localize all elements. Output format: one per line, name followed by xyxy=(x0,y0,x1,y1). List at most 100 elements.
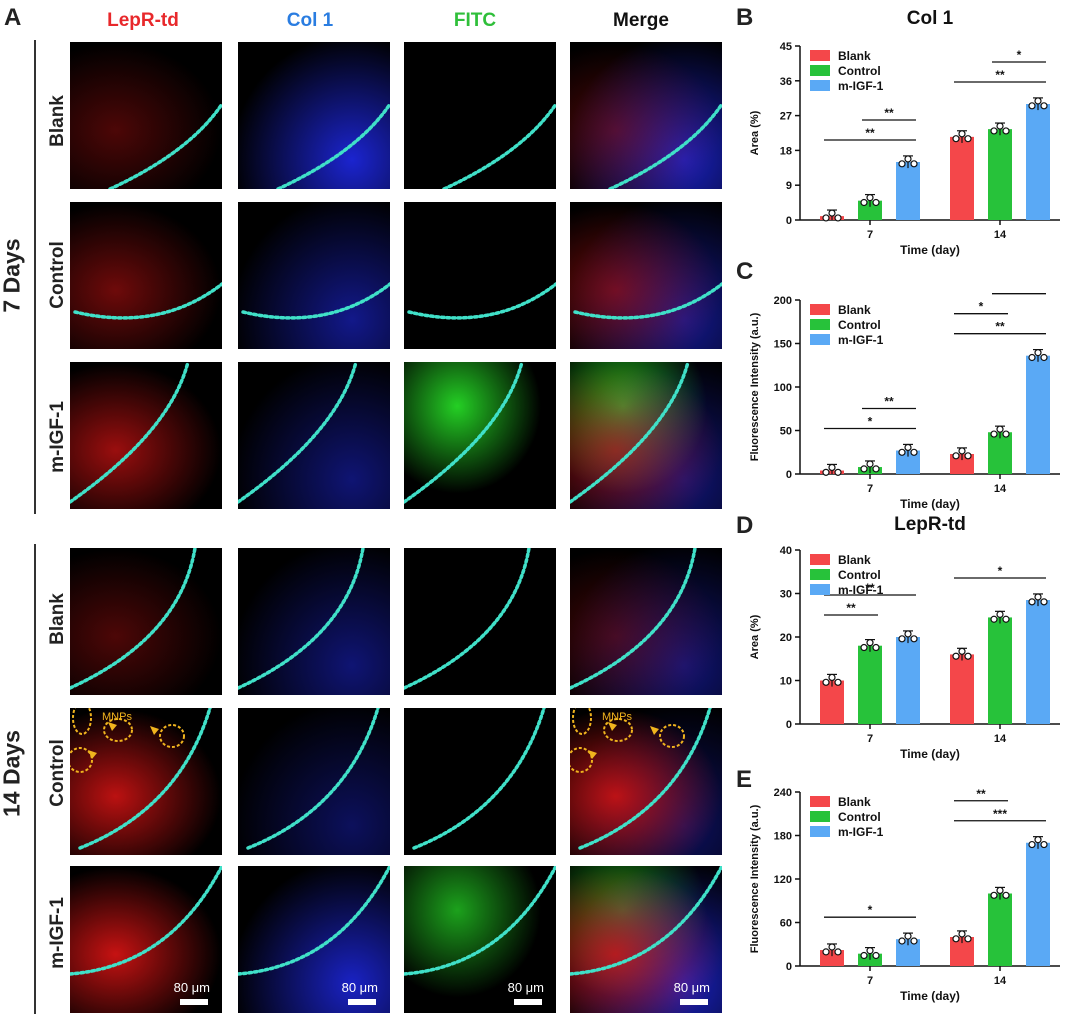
panel-letter-c: C xyxy=(736,258,754,285)
bar xyxy=(950,654,974,724)
data-point xyxy=(834,214,842,222)
micrograph-tile xyxy=(404,362,556,509)
data-point xyxy=(866,460,874,468)
micrograph-tile xyxy=(70,202,222,349)
legend-label: Blank xyxy=(838,303,871,317)
y-tick-label: 40 xyxy=(780,545,792,557)
row-label-migf1-14d: m-IGF-1 xyxy=(47,897,68,969)
data-point xyxy=(910,448,918,456)
mnps-label: MNPs xyxy=(102,711,132,723)
row-label-control-7d: Control xyxy=(47,241,68,309)
micrograph-tile: 80 μm xyxy=(404,866,556,1013)
y-tick-label: 60 xyxy=(780,918,792,930)
legend-swatch xyxy=(810,584,830,595)
bar xyxy=(1026,355,1050,474)
data-point xyxy=(964,135,972,143)
data-point xyxy=(872,951,880,960)
data-point xyxy=(866,194,874,202)
y-tick-label: 27 xyxy=(780,111,792,123)
data-point xyxy=(828,943,836,951)
micrograph-tile xyxy=(70,548,222,695)
legend-swatch xyxy=(810,554,830,565)
data-point xyxy=(910,160,918,168)
y-tick-label: 0 xyxy=(786,719,792,731)
mnp-outline xyxy=(70,747,93,773)
micrograph-tile xyxy=(238,708,390,855)
column-header-col1: Col 1 xyxy=(286,10,334,31)
data-point xyxy=(952,935,960,943)
mnp-outline xyxy=(603,718,633,742)
micrograph-tile xyxy=(404,42,556,189)
micrograph-tile: MNPs xyxy=(70,708,222,855)
data-point xyxy=(910,635,918,643)
boundary-dotted-line xyxy=(78,708,212,850)
bar xyxy=(896,162,920,220)
y-tick-label: 100 xyxy=(774,382,792,394)
panel-letter-a: A xyxy=(4,4,22,31)
legend-label: Blank xyxy=(838,49,871,63)
boundary-dotted-line xyxy=(276,102,390,189)
micrograph-tile xyxy=(70,362,222,509)
mnp-arrowhead xyxy=(150,726,159,735)
data-point xyxy=(828,463,836,472)
data-point xyxy=(996,122,1004,130)
mnp-arrowhead xyxy=(650,726,659,735)
legend-label: m-IGF-1 xyxy=(838,79,884,93)
boundary-dotted-line xyxy=(570,866,722,976)
data-point xyxy=(898,160,906,168)
mnps-label: MNPs xyxy=(602,711,632,723)
data-point xyxy=(872,465,880,473)
chart-e-leprtd-intensity: 0 60 120 180 240 Fluorescence Intensity (a.u.… xyxy=(749,787,1060,1003)
significance-label: * xyxy=(998,564,1003,578)
boundary-dotted-line xyxy=(238,866,390,976)
micrograph-tile xyxy=(404,202,556,349)
boundary-dotted-line xyxy=(246,708,380,850)
y-tick-label: 240 xyxy=(774,787,792,799)
data-point xyxy=(990,615,998,623)
row-label-migf1-7d: m-IGF-1 xyxy=(47,401,68,473)
group-label-7-days: 7 Days xyxy=(0,238,25,313)
mnp-outline xyxy=(570,747,593,773)
data-point xyxy=(828,209,836,217)
micrograph-tile xyxy=(238,362,390,509)
data-point xyxy=(1002,127,1010,135)
micrograph-tile: 80 μm xyxy=(238,866,390,1013)
panel-letter-e: E xyxy=(736,766,753,793)
data-point xyxy=(996,610,1004,618)
row-label-control-14d: Control xyxy=(47,739,68,807)
x-tick-label: 14 xyxy=(994,229,1007,241)
column-header-leprtd: LepR-td xyxy=(107,10,179,31)
data-point xyxy=(834,468,842,476)
data-point xyxy=(952,135,960,143)
data-point xyxy=(1040,840,1048,849)
y-axis-label: Area (%) xyxy=(749,110,761,155)
bar xyxy=(988,617,1012,724)
mnp-arrowhead xyxy=(88,750,97,759)
data-point xyxy=(904,155,912,163)
micrograph-tile xyxy=(404,708,556,855)
legend-label: m-IGF-1 xyxy=(838,583,884,597)
mnp-outline xyxy=(103,718,133,742)
legend-label: Control xyxy=(838,64,881,78)
bar xyxy=(988,432,1012,474)
mnp-outline xyxy=(572,708,592,735)
bar xyxy=(896,450,920,474)
significance-label: ** xyxy=(1014,290,1024,294)
significance-label: ** xyxy=(976,787,986,801)
data-point xyxy=(822,948,830,956)
mnp-outline xyxy=(72,708,92,735)
x-tick-label: 7 xyxy=(867,229,873,241)
mnp-arrowhead xyxy=(108,722,117,731)
significance-label: ** xyxy=(865,126,875,140)
x-tick-label: 14 xyxy=(994,975,1007,987)
bar xyxy=(1026,600,1050,724)
legend-label: Blank xyxy=(838,795,871,809)
y-axis-label: Fluorescence Intensity (a.u.) xyxy=(749,804,761,953)
bar xyxy=(988,129,1012,220)
boundary-dotted-line xyxy=(241,282,390,320)
x-axis-label: Time (day) xyxy=(900,243,960,257)
data-point xyxy=(964,652,972,660)
x-tick-label: 14 xyxy=(994,733,1007,745)
y-tick-label: 36 xyxy=(780,76,792,88)
